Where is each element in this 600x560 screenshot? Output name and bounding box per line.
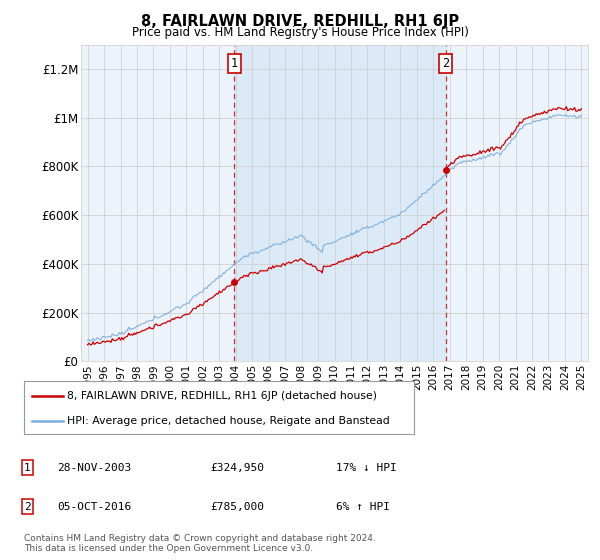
Text: HPI: Average price, detached house, Reigate and Banstead: HPI: Average price, detached house, Reig… bbox=[67, 416, 389, 426]
Text: 8, FAIRLAWN DRIVE, REDHILL, RH1 6JP (detached house): 8, FAIRLAWN DRIVE, REDHILL, RH1 6JP (det… bbox=[67, 391, 377, 401]
Bar bbox=[234, 45, 446, 361]
Text: 2: 2 bbox=[24, 502, 31, 512]
Text: 28-NOV-2003: 28-NOV-2003 bbox=[57, 463, 131, 473]
Text: Contains HM Land Registry data © Crown copyright and database right 2024.
This d: Contains HM Land Registry data © Crown c… bbox=[24, 534, 376, 553]
Text: 6% ↑ HPI: 6% ↑ HPI bbox=[336, 502, 390, 512]
Text: 1: 1 bbox=[230, 57, 238, 71]
Text: £324,950: £324,950 bbox=[210, 463, 264, 473]
Text: 1: 1 bbox=[24, 463, 31, 473]
Text: 8, FAIRLAWN DRIVE, REDHILL, RH1 6JP: 8, FAIRLAWN DRIVE, REDHILL, RH1 6JP bbox=[141, 14, 459, 29]
Text: 17% ↓ HPI: 17% ↓ HPI bbox=[336, 463, 397, 473]
Text: 05-OCT-2016: 05-OCT-2016 bbox=[57, 502, 131, 512]
Text: £785,000: £785,000 bbox=[210, 502, 264, 512]
Text: Price paid vs. HM Land Registry's House Price Index (HPI): Price paid vs. HM Land Registry's House … bbox=[131, 26, 469, 39]
Text: 2: 2 bbox=[442, 57, 449, 71]
